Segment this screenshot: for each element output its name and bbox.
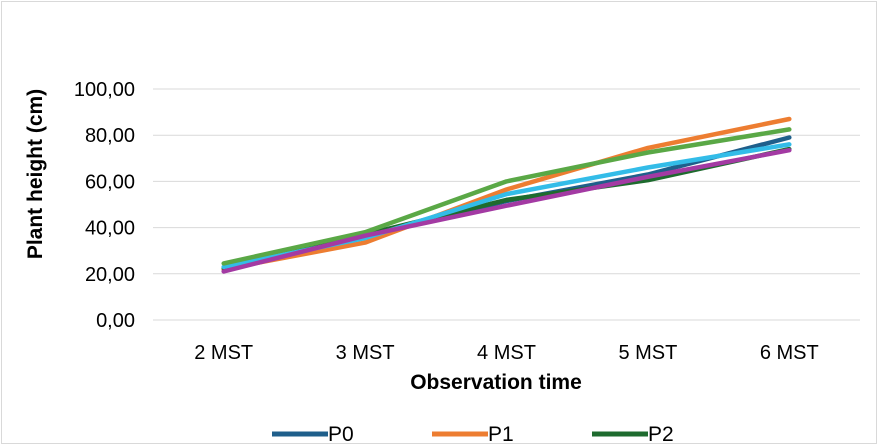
- legend: P0 P1 P2: [272, 423, 674, 445]
- y-tick-label: 20,00: [85, 264, 135, 286]
- x-tick-labels: 2 MST 3 MST 4 MST 5 MST 6 MST: [194, 342, 819, 364]
- x-tick-label: 4 MST: [477, 342, 536, 364]
- series-line-p1: [221, 116, 792, 272]
- x-tick-label: 6 MST: [760, 342, 819, 364]
- y-tick-label: 0,00: [96, 310, 135, 332]
- x-axis-title: Observation time: [410, 371, 582, 394]
- y-tick-label: 60,00: [85, 171, 135, 193]
- legend-label: P2: [648, 423, 674, 445]
- y-axis-title: Plant height (cm): [24, 89, 47, 259]
- gridlines: [153, 88, 860, 321]
- x-tick-label: 2 MST: [194, 342, 253, 364]
- y-tick-label: 80,00: [85, 125, 135, 147]
- series-line-unlabeled-4: [221, 127, 792, 266]
- legend-label: P1: [488, 423, 514, 445]
- x-tick-label: 5 MST: [618, 342, 677, 364]
- y-tick-label: 40,00: [85, 218, 135, 240]
- y-tick-label: 100,00: [74, 79, 135, 101]
- series-lines: [221, 116, 792, 274]
- y-tick-labels: 0,00 20,00 40,00 60,00 80,00 100,00: [74, 79, 135, 332]
- series-line-unlabeled-5: [221, 147, 792, 274]
- x-tick-label: 3 MST: [336, 342, 395, 364]
- legend-label: P0: [328, 423, 354, 445]
